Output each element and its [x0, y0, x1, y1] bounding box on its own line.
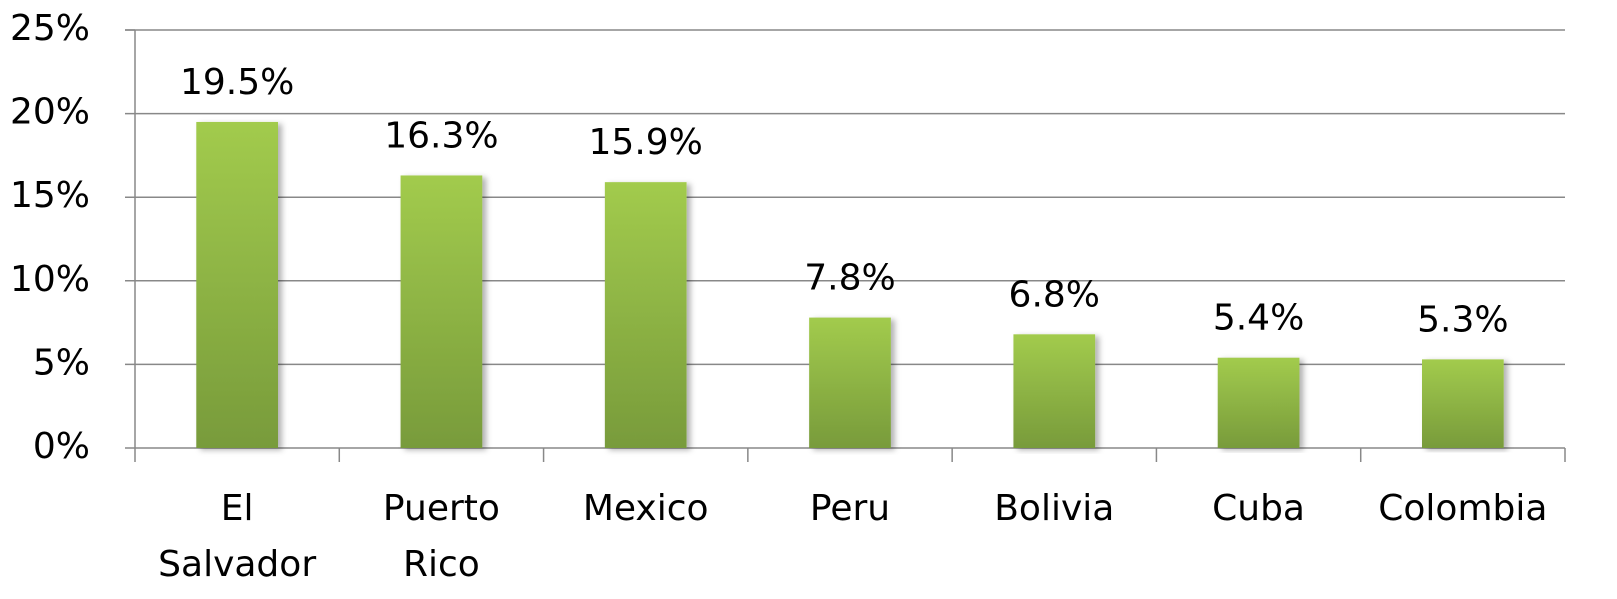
y-tick-label: 25% [10, 8, 90, 49]
data-label: 5.4% [1213, 298, 1304, 339]
bar [1217, 357, 1300, 448]
data-label: 5.3% [1417, 299, 1508, 340]
data-label: 19.5% [180, 62, 294, 103]
x-tick-label: Colombia [1378, 488, 1547, 529]
y-tick-label: 5% [33, 342, 90, 383]
data-label: 16.3% [384, 115, 498, 156]
data-label: 7.8% [804, 258, 895, 299]
x-tick-label: Puerto Rico [383, 488, 500, 585]
x-tick-label: Cuba [1212, 488, 1305, 529]
x-tick-label: Peru [810, 488, 890, 529]
y-tick-label: 10% [10, 259, 90, 300]
data-label: 6.8% [1009, 274, 1100, 315]
x-tick-label: Mexico [583, 488, 709, 529]
bar [1422, 359, 1504, 448]
y-tick-label: 15% [10, 175, 90, 216]
bar [809, 317, 891, 448]
x-tick-label: El Salvador [158, 488, 316, 585]
y-tick-label: 20% [10, 92, 90, 133]
x-tick-label: Bolivia [994, 488, 1114, 529]
y-tick-label: 0% [33, 426, 90, 467]
data-label: 15.9% [589, 122, 703, 163]
bar [196, 121, 278, 449]
bar [604, 182, 687, 449]
bar [400, 175, 483, 449]
bar [1013, 334, 1096, 448]
